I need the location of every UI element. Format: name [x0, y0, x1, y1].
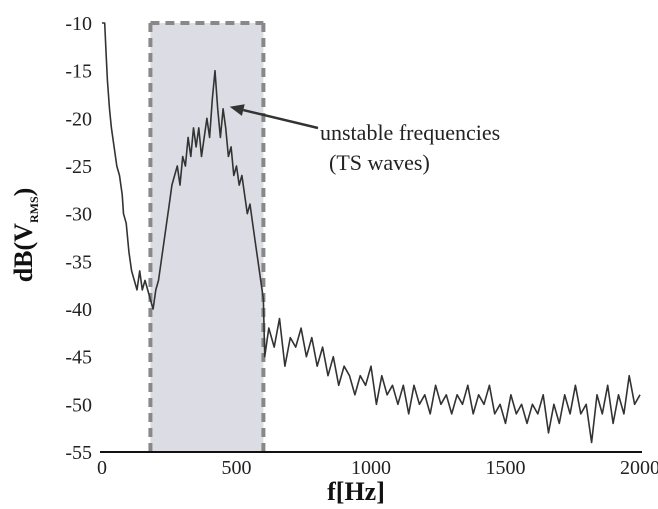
y-axis-title-main: dB(V [9, 223, 38, 282]
annotation-arrow [242, 108, 319, 130]
x-tick-label: 500 [222, 457, 252, 479]
x-tick-labels: 0 500 1000 1500 2000 [97, 457, 658, 479]
y-tick-label: -15 [65, 61, 92, 83]
y-tick-label: -40 [65, 299, 92, 321]
y-tick-label: -10 [65, 13, 92, 35]
y-axis-title: dB(VRMS) [9, 188, 41, 283]
x-tick-label: 1500 [486, 457, 526, 479]
y-tick-labels: -10 -15 -20 -25 -30 -35 -40 -45 -50 -55 [65, 13, 92, 464]
y-tick-label: -30 [65, 204, 92, 226]
annotation-line-1: unstable frequencies [320, 120, 500, 145]
unstable-band [150, 23, 264, 452]
x-tick-label: 2000 [620, 457, 658, 479]
y-axis-title-subscript: RMS [27, 196, 41, 223]
y-tick-label: -50 [65, 394, 92, 416]
y-tick-label: -20 [65, 108, 92, 130]
y-tick-label: -35 [65, 251, 92, 273]
annotation: unstable frequencies (TS waves) [229, 104, 500, 175]
annotation-line-2: (TS waves) [329, 150, 430, 175]
spectrum-series-line [102, 22, 641, 444]
x-axis-title: f[Hz] [327, 477, 385, 506]
y-tick-label: -45 [65, 347, 92, 369]
x-tick-label: 0 [97, 457, 107, 479]
annotation-arrowhead [229, 104, 245, 116]
x-tick-label: 1000 [351, 457, 391, 479]
y-tick-label: -55 [65, 442, 92, 464]
y-tick-label: -25 [65, 156, 92, 178]
y-axis-title-close: ) [9, 188, 38, 197]
unstable-band-layer [148, 21, 266, 452]
axis-layer: 0 500 1000 1500 2000 -10 -15 -20 -25 -30 -35 -40 -4… [65, 13, 658, 479]
spectrum-line-layer [102, 22, 641, 444]
